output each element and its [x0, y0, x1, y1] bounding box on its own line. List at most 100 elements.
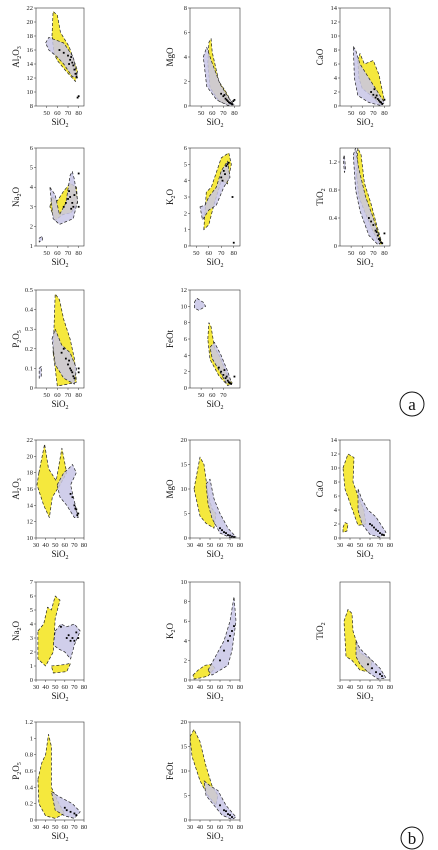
- x-tick-label: 30: [33, 542, 40, 549]
- y-tick-label: 6: [184, 336, 188, 343]
- y-tick-label: 0.4: [25, 784, 34, 791]
- data-point: [379, 100, 381, 103]
- x-tick-label: 80: [231, 250, 238, 257]
- data-point: [223, 531, 225, 534]
- data-point: [224, 173, 226, 176]
- y-tick-label: 0: [184, 243, 187, 250]
- x-tick-label: 50: [207, 684, 214, 691]
- data-point: [75, 508, 78, 511]
- y-tick-label: 1: [30, 735, 33, 742]
- x-tick-label: 50: [43, 250, 50, 257]
- x-tick-label: 70: [370, 250, 377, 257]
- data-point: [231, 103, 234, 106]
- x-tick-label: 70: [220, 392, 227, 399]
- data-point: [367, 663, 369, 666]
- y-tick-label: 4: [184, 352, 188, 359]
- data-point: [73, 812, 76, 815]
- y-tick-label: 0.4: [25, 307, 34, 314]
- y-tick-label: 8: [30, 103, 33, 110]
- y-tick-label: 12: [27, 519, 34, 526]
- data-point: [69, 810, 72, 813]
- field-purple-small: [342, 154, 346, 173]
- y-tick-label: 0: [30, 677, 33, 684]
- x-tick-label: 50: [348, 110, 355, 117]
- y-tick-label: 18: [27, 470, 34, 477]
- y-tick-label: 5: [184, 161, 187, 168]
- x-axis-label: SiO2: [356, 257, 373, 269]
- x-tick-label: 30: [33, 684, 40, 691]
- y-tick-label: 0.8: [329, 187, 337, 194]
- y-axis-label: CaO: [315, 480, 325, 497]
- chart-b1: 30 40 50 60 70 80 10 12 14 16 18 20 22 SiO2 Al2O3: [11, 437, 87, 561]
- x-tick-label: 50: [207, 542, 214, 549]
- data-point: [68, 359, 70, 362]
- x-tick-label: 60: [54, 392, 61, 399]
- data-point: [67, 54, 69, 57]
- x-tick-label: 50: [52, 542, 59, 549]
- y-tick-label: 8: [334, 479, 337, 486]
- data-point: [226, 163, 229, 166]
- x-tick-label: 60: [367, 684, 374, 691]
- plot-frame: [339, 439, 391, 539]
- x-tick-label: 80: [237, 684, 244, 691]
- y-tick-label: 16: [27, 486, 34, 493]
- y-tick-label: 10: [181, 486, 188, 493]
- y-axis-label: P2O5: [11, 762, 23, 780]
- x-axis-label: SiO2: [206, 257, 223, 269]
- y-tick-label: 14: [331, 5, 338, 12]
- data-point: [222, 374, 225, 376]
- y-tick-label: 16: [27, 47, 34, 54]
- y-tick-label: 0.3: [25, 326, 33, 333]
- y-tick-label: 10: [181, 579, 188, 586]
- y-tick-label: 2: [334, 89, 337, 96]
- y-tick-label: 6: [30, 593, 34, 600]
- y-tick-label: 5: [30, 607, 33, 614]
- y-axis-label: MgO: [165, 479, 175, 499]
- data-point: [376, 234, 379, 237]
- chart-a2: 50 60 70 80 0 2 4 6 8 SiO2 MgO: [165, 5, 241, 129]
- data-point: [379, 532, 381, 534]
- data-point: [231, 816, 233, 818]
- x-tick-label: 70: [220, 110, 227, 117]
- data-point: [77, 172, 80, 175]
- data-point: [60, 351, 63, 354]
- data-point: [219, 804, 221, 807]
- x-tick-label: 80: [237, 824, 244, 831]
- y-axis-label: K2O: [165, 189, 177, 206]
- data-point: [67, 634, 70, 637]
- data-point: [227, 813, 229, 816]
- y-tick-label: 14: [331, 437, 338, 444]
- data-point: [377, 238, 380, 240]
- data-point: [220, 92, 223, 95]
- y-tick-label: 10: [331, 465, 338, 472]
- x-tick-label: 70: [71, 542, 78, 549]
- x-axis-label: SiO2: [356, 549, 373, 561]
- data-point: [71, 201, 74, 204]
- data-point: [229, 382, 231, 384]
- y-tick-label: 0: [334, 243, 337, 250]
- data-point: [73, 639, 76, 642]
- data-point: [65, 809, 68, 812]
- data-point: [229, 635, 231, 637]
- y-tick-label: 3: [184, 194, 187, 201]
- x-tick-label: 60: [209, 392, 216, 399]
- data-point: [381, 675, 383, 677]
- data-point: [76, 96, 79, 99]
- x-tick-label: 60: [217, 684, 224, 691]
- data-point: [75, 814, 78, 816]
- data-point: [232, 241, 235, 244]
- x-tick-label: 30: [187, 684, 194, 691]
- data-point: [73, 68, 76, 71]
- x-tick-label: 80: [381, 110, 388, 117]
- y-axis-label: P2O5: [11, 330, 23, 348]
- x-axis-label: SiO2: [206, 399, 223, 411]
- y-tick-label: 0.6: [25, 768, 34, 775]
- x-tick-label: 70: [377, 542, 384, 549]
- data-point: [380, 101, 383, 104]
- data-point: [367, 217, 370, 219]
- x-tick-label: 80: [81, 684, 88, 691]
- x-tick-label: 70: [227, 542, 234, 549]
- data-point: [226, 379, 229, 382]
- field-purple: [51, 791, 81, 819]
- field-purple: [205, 478, 237, 538]
